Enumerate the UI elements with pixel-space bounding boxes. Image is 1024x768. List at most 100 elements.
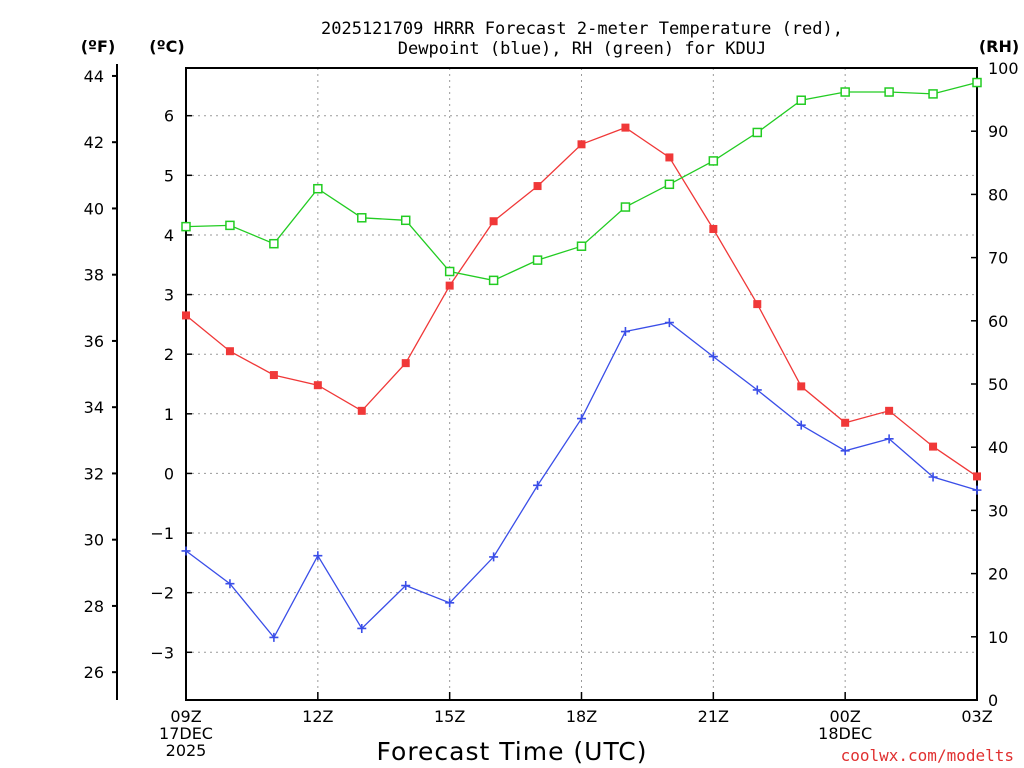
dewpoint-point — [708, 352, 718, 362]
temperature-point — [182, 311, 190, 320]
rh-point — [488, 275, 499, 286]
fahrenheit-tick-label: 30 — [84, 531, 104, 550]
temperature-point — [489, 217, 498, 226]
fahrenheit-tick-label: 38 — [84, 266, 104, 285]
rh-tick-label: 0 — [988, 691, 998, 710]
temperature-point — [357, 406, 366, 415]
rh-point — [357, 213, 367, 223]
rh-point — [269, 238, 279, 249]
temperature-point — [797, 382, 806, 391]
x-tick-label: 17DEC — [159, 724, 213, 743]
rh-point — [576, 241, 587, 251]
dewpoint-point — [445, 598, 455, 608]
rh-tick-label: 90 — [988, 122, 1008, 141]
rh-point — [313, 183, 323, 194]
plot-frame — [185, 67, 978, 701]
temperature-point — [269, 371, 278, 380]
celsius-tick-label: −2 — [150, 584, 174, 603]
tick-labels: 26283032343638404244−3−2−101234560102030… — [84, 59, 1019, 760]
temperature-point — [225, 347, 234, 356]
rh-point — [884, 87, 894, 97]
temperature-point — [841, 418, 850, 427]
temperature-point — [753, 300, 762, 309]
fahrenheit-tick-label: 32 — [84, 464, 104, 483]
temperature-point — [401, 359, 410, 368]
celsius-tick-label: 4 — [164, 226, 174, 245]
fahrenheit-tick-label: 42 — [84, 133, 104, 152]
rh-tick-label: 50 — [988, 375, 1008, 394]
rh-tick-label: 80 — [988, 185, 1008, 204]
fahrenheit-unit-label: (ºF) — [81, 37, 116, 56]
temperature-point — [445, 281, 454, 290]
dewpoint-point — [269, 632, 279, 642]
temperature-point — [709, 224, 718, 233]
dewpoint-point — [489, 552, 499, 562]
celsius-tick-label: 6 — [164, 107, 174, 126]
fahrenheit-tick-label: 28 — [84, 597, 104, 616]
dewpoint-point — [533, 480, 543, 490]
x-tick-label: 03Z — [961, 707, 992, 726]
temperature-point — [313, 381, 322, 390]
rh-tick-label: 70 — [988, 249, 1008, 268]
celsius-unit-label: (ºC) — [149, 37, 184, 56]
dewpoint-point — [357, 623, 367, 633]
x-tick-label: 2025 — [166, 741, 207, 760]
x-tick-label: 15Z — [434, 707, 465, 726]
rh-point — [181, 221, 191, 232]
temperature-point — [665, 153, 674, 162]
dewpoint-point — [620, 327, 630, 337]
dewpoint-point — [752, 385, 762, 395]
rh-tick-label: 40 — [988, 438, 1008, 457]
series-temperature — [182, 123, 981, 481]
temperature-point — [533, 182, 542, 191]
celsius-tick-label: 0 — [164, 464, 174, 483]
dewpoint-point — [796, 420, 806, 430]
series-rh — [181, 77, 982, 286]
x-axis-label: Forecast Time (UTC) — [377, 737, 648, 766]
celsius-tick-label: 1 — [164, 405, 174, 424]
dewpoint-point — [313, 551, 323, 561]
rh-point — [532, 255, 543, 265]
rh-tick-label: 30 — [988, 501, 1008, 520]
temperature-point — [929, 442, 938, 451]
temperature-point — [973, 472, 981, 481]
rh-point — [664, 179, 675, 190]
axes — [112, 63, 978, 701]
fahrenheit-tick-label: 36 — [84, 332, 104, 351]
fahrenheit-tick-label: 40 — [84, 199, 104, 218]
fahrenheit-tick-label: 34 — [84, 398, 104, 417]
x-tick-label: 09Z — [170, 707, 201, 726]
temperature-point — [885, 406, 894, 415]
rh-point — [752, 127, 763, 138]
fahrenheit-tick-label: 26 — [84, 663, 104, 682]
rh-point — [928, 89, 938, 99]
dewpoint-point — [577, 414, 586, 424]
dewpoint-point — [972, 485, 982, 495]
x-tick-label: 18Z — [566, 707, 597, 726]
credit-label: coolwx.com/modelts — [841, 746, 1014, 765]
celsius-tick-label: 2 — [164, 345, 174, 364]
celsius-tick-label: 5 — [164, 166, 174, 185]
rh-point — [225, 220, 235, 231]
grid-lines — [186, 68, 977, 700]
rh-point — [620, 202, 631, 212]
dewpoint-point — [181, 546, 191, 556]
rh-point — [796, 95, 806, 105]
rh-point — [400, 215, 411, 226]
x-tick-label: 18DEC — [818, 724, 872, 743]
dewpoint-point — [664, 318, 674, 328]
celsius-tick-label: −1 — [150, 524, 174, 543]
temperature-point — [621, 123, 630, 132]
temperature-point — [577, 140, 586, 149]
x-tick-label: 21Z — [698, 707, 729, 726]
rh-point — [840, 87, 850, 97]
fahrenheit-tick-label: 44 — [84, 67, 104, 86]
rh-tick-label: 10 — [988, 628, 1008, 647]
dewpoint-point — [884, 434, 894, 444]
rh-tick-label: 60 — [988, 312, 1008, 331]
rh-tick-label: 20 — [988, 565, 1008, 584]
chart-title-line-1: 2025121709 HRRR Forecast 2-meter Tempera… — [321, 19, 843, 39]
dewpoint-point — [401, 581, 411, 591]
rh-point — [972, 77, 982, 88]
